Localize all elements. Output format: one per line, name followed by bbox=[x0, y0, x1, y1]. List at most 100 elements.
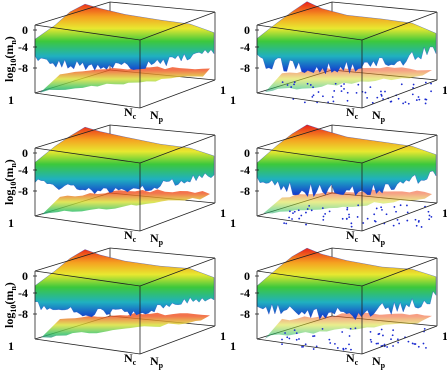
scatter-dot bbox=[428, 218, 431, 221]
corner-label: 1 bbox=[220, 206, 226, 220]
subscript: c bbox=[355, 235, 359, 244]
text-part: log bbox=[2, 313, 16, 328]
scatter-dot bbox=[425, 346, 427, 349]
scatter-dot bbox=[390, 338, 392, 341]
z-tick-label: -4 bbox=[18, 163, 28, 177]
scatter-dot bbox=[415, 99, 418, 101]
scatter-dot bbox=[312, 86, 314, 89]
scatter-dot bbox=[348, 213, 350, 216]
box-edge bbox=[34, 124, 111, 149]
scatter-dot bbox=[281, 338, 283, 341]
subscript: c bbox=[355, 358, 359, 367]
box-edge bbox=[109, 1, 216, 13]
box-edge bbox=[361, 202, 438, 232]
subscript: n bbox=[9, 40, 18, 45]
scatter-dot bbox=[380, 328, 383, 331]
scatter-dot bbox=[382, 98, 384, 100]
scatter-dot bbox=[418, 219, 420, 222]
text-part: log bbox=[2, 190, 16, 205]
scatter-dot bbox=[355, 91, 358, 94]
scatter-dot bbox=[281, 343, 283, 346]
scatter-dot bbox=[321, 207, 324, 210]
z-tick-label: -8 bbox=[240, 184, 250, 198]
text-part: N bbox=[124, 228, 133, 242]
scatter-dot bbox=[286, 336, 289, 339]
z-tick-label: 0 bbox=[22, 146, 28, 160]
floor-contour bbox=[263, 189, 432, 214]
scatter-dot bbox=[350, 225, 353, 228]
scatter-dot bbox=[302, 345, 305, 348]
z-tick-label: 0 bbox=[244, 269, 250, 283]
scatter-dot bbox=[406, 204, 408, 207]
box-edge bbox=[139, 202, 216, 232]
subscript: p bbox=[159, 361, 164, 370]
scatter-dot bbox=[286, 84, 289, 86]
z-tick-label: -8 bbox=[240, 61, 250, 75]
scatter-dot bbox=[322, 215, 325, 218]
box-edge bbox=[34, 215, 141, 232]
scatter-dot bbox=[309, 84, 312, 86]
text-part: N bbox=[150, 231, 159, 245]
scatter-dot bbox=[377, 333, 380, 336]
scatter-dot bbox=[423, 327, 426, 330]
text-part: N bbox=[124, 105, 133, 119]
scatter-dot bbox=[293, 81, 296, 84]
scatter-dot bbox=[398, 222, 401, 225]
scatter-dot bbox=[366, 217, 369, 220]
scatter-dot bbox=[380, 206, 383, 209]
scatter-dot bbox=[332, 100, 335, 103]
scatter-dot bbox=[357, 83, 360, 86]
scatter-dot bbox=[373, 219, 376, 222]
scatter-dot bbox=[406, 211, 409, 214]
subscript: c bbox=[133, 112, 137, 121]
scatter-dot bbox=[315, 345, 318, 348]
scatter-dot bbox=[346, 91, 349, 94]
z-axis-label: log10(mn) bbox=[2, 282, 18, 328]
scatter-dot bbox=[357, 204, 360, 207]
z-tick-label: -8 bbox=[18, 184, 28, 198]
subscript: p bbox=[381, 115, 386, 124]
box-edge bbox=[361, 257, 438, 287]
box-edge bbox=[34, 247, 111, 272]
scatter-dot bbox=[306, 208, 309, 210]
scatter-dot bbox=[346, 206, 349, 209]
scatter-dot bbox=[417, 96, 420, 98]
axis-label-nc: Nc bbox=[124, 351, 137, 367]
scatter-dot bbox=[377, 342, 379, 345]
z-tick-label: 0 bbox=[22, 269, 28, 283]
text-part: N bbox=[372, 108, 381, 122]
scatter-dot bbox=[399, 204, 402, 207]
scatter-dot bbox=[418, 98, 421, 101]
axis-label-np: Np bbox=[372, 354, 386, 370]
scatter-dot bbox=[376, 96, 379, 99]
floor-contour bbox=[265, 66, 432, 93]
scatter-dot bbox=[362, 222, 365, 224]
text-part: N bbox=[372, 354, 381, 368]
axis-label-nc: Nc bbox=[124, 228, 137, 244]
corner-label: 1 bbox=[442, 329, 447, 343]
scatter-dot bbox=[391, 334, 394, 337]
axis-label-np: Np bbox=[150, 354, 164, 370]
scatter-dot bbox=[407, 340, 410, 343]
text-part: (m bbox=[2, 291, 16, 305]
scatter-dot bbox=[380, 95, 383, 97]
z-tick-label: -4 bbox=[240, 163, 250, 177]
z-tick-label: -8 bbox=[18, 61, 28, 75]
scatter-dot bbox=[321, 328, 324, 330]
text-part: N bbox=[346, 228, 355, 242]
scatter-dot bbox=[393, 206, 396, 208]
scatter-dot bbox=[430, 90, 432, 93]
box-edge bbox=[109, 124, 216, 136]
scatter-dot bbox=[430, 216, 433, 218]
z-axis-label: log10(mn) bbox=[2, 159, 18, 205]
subscript: n bbox=[9, 286, 18, 291]
box-edge bbox=[331, 1, 438, 13]
axis-label-nc: Nc bbox=[346, 105, 359, 121]
scatter-dot bbox=[348, 216, 351, 219]
scatter-dot bbox=[300, 214, 303, 217]
scatter-dot bbox=[328, 338, 331, 341]
box-edge bbox=[256, 124, 333, 149]
z-tick-label: 0 bbox=[244, 146, 250, 160]
